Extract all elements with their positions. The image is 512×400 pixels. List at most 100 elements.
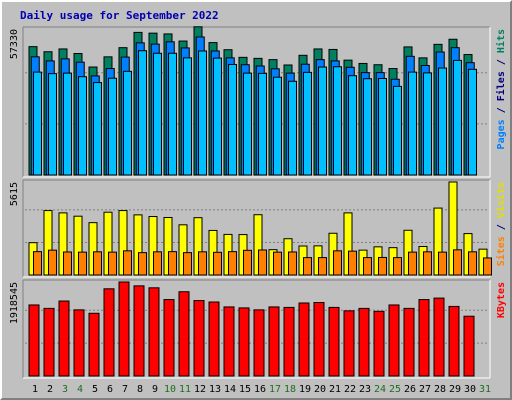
- panel-2-bar-sites-day-18: [288, 251, 297, 276]
- panel-3-bar-kbytes-day-20: [313, 302, 325, 377]
- panel-2-bar-sites-day-2: [48, 249, 57, 276]
- panel-3-bar-kbytes-day-14: [223, 306, 235, 377]
- x-tick-label-day-18: 18: [284, 384, 296, 395]
- panel-3-bar-kbytes-day-19: [298, 302, 310, 377]
- panel-3-bar-kbytes-day-18: [283, 306, 295, 377]
- panel-2-bar-sites-day-27: [423, 251, 432, 276]
- panel-3-bar-kbytes-day-30: [463, 315, 475, 377]
- panel-1-bar-pages-day-27: [423, 72, 432, 176]
- panel-3-bar-kbytes-day-28: [433, 297, 445, 377]
- panel-1-bar-pages-day-25: [393, 85, 402, 176]
- x-tick-label-day-25: 25: [389, 384, 401, 395]
- x-tick-label-day-9: 9: [152, 384, 158, 395]
- panel-3-bar-kbytes-day-23: [358, 307, 370, 377]
- panel-3-legend-item-0: KBytes: [496, 282, 507, 318]
- panel-3-bar-kbytes-day-15: [238, 307, 250, 377]
- x-tick-label-day-3: 3: [62, 384, 68, 395]
- panel-2-bar-sites-day-26: [408, 251, 417, 276]
- panel-2-bar-sites-day-23: [363, 257, 372, 276]
- panel-1-bar-pages-day-4: [78, 76, 87, 176]
- panel-2-bar-sites-day-20: [318, 257, 327, 276]
- panel-1-bar-pages-day-19: [303, 71, 312, 176]
- panel-3-bar-kbytes-day-29: [448, 305, 460, 377]
- panel-1-legend: Pages / Files / Hits: [495, 29, 507, 149]
- x-tick-label-day-24: 24: [374, 384, 386, 395]
- panel-2-bar-sites-day-25: [393, 257, 402, 276]
- x-tick-label-day-6: 6: [107, 384, 113, 395]
- panel-1-bar-pages-day-17: [273, 76, 282, 176]
- panel-1-bar-pages-day-22: [348, 75, 357, 176]
- x-tick-label-day-30: 30: [464, 384, 476, 395]
- panel-1-bar-pages-day-7: [123, 70, 132, 176]
- panel-1-bar-pages-day-10: [168, 52, 177, 176]
- x-tick-label-day-21: 21: [329, 384, 341, 395]
- panel-3-bar-kbytes-day-26: [403, 307, 415, 377]
- panel-1-legend-item-2: Files: [495, 71, 507, 101]
- x-tick-label-day-22: 22: [344, 384, 356, 395]
- panel-2-bar-sites-day-11: [183, 252, 192, 276]
- x-tick-label-day-1: 1: [32, 384, 38, 395]
- panel-2-bar-sites-day-30: [468, 251, 477, 276]
- panel-2-bar-sites-day-21: [333, 250, 342, 276]
- panel-3-bar-kbytes-day-12: [193, 300, 205, 377]
- panel-3-bar-kbytes-day-27: [418, 299, 430, 377]
- panel-3-bar-kbytes-day-16: [253, 309, 265, 377]
- panel-1-legend-item-4: Hits: [495, 29, 507, 53]
- x-tick-label-day-15: 15: [239, 384, 251, 395]
- panel-3-bar-kbytes-day-7: [118, 281, 130, 377]
- panel-1-bar-pages-day-14: [228, 63, 237, 176]
- panel-1-bar-pages-day-15: [243, 72, 252, 176]
- panel-3-legend: KBytes: [496, 282, 507, 318]
- panel-2-bar-sites-day-13: [213, 251, 222, 276]
- panel-2-legend-item-0: Sites: [495, 236, 507, 266]
- panel-1-bar-pages-day-11: [183, 57, 192, 176]
- x-tick-label-day-7: 7: [122, 384, 128, 395]
- panel-1-bar-pages-day-30: [468, 68, 477, 176]
- panel-2-bar-sites-day-8: [138, 252, 147, 276]
- x-tick-label-day-28: 28: [434, 384, 446, 395]
- panel-3-bar-kbytes-day-3: [58, 300, 70, 377]
- x-tick-label-day-17: 17: [269, 384, 281, 395]
- panel-2-legend-item-1: /: [496, 218, 507, 236]
- panel-2-bar-sites-day-6: [108, 251, 117, 276]
- panel-3-bar-kbytes-day-11: [178, 291, 190, 377]
- x-tick-label-day-13: 13: [209, 384, 221, 395]
- panel-2-bar-sites-day-17: [273, 251, 282, 276]
- panel-3-bar-kbytes-day-2: [43, 307, 55, 377]
- panel-2-bar-sites-day-28: [438, 251, 447, 276]
- panel-3-bar-kbytes-day-25: [388, 304, 400, 377]
- panel-3-bar-kbytes-day-6: [103, 288, 115, 377]
- panel-2-legend: Sites / Visits: [495, 182, 507, 266]
- panel-2-bar-sites-day-4: [78, 251, 87, 276]
- panel-2-bar-sites-day-7: [123, 250, 132, 276]
- panel-3-bar-kbytes-day-8: [133, 285, 145, 377]
- x-tick-label-day-16: 16: [254, 384, 266, 395]
- panel-1-legend-item-0: Pages: [496, 119, 507, 149]
- panel-2-bar-sites-day-22: [348, 250, 357, 276]
- panel-2-bar-sites-day-12: [198, 251, 207, 276]
- panel-1-bar-pages-day-9: [153, 52, 162, 176]
- x-tick-label-day-31: 31: [479, 384, 491, 395]
- x-tick-label-day-19: 19: [299, 384, 311, 395]
- panel-1-bar-pages-day-12: [198, 50, 207, 176]
- x-tick-label-day-20: 20: [314, 384, 326, 395]
- panel-3-bar-kbytes-day-5: [88, 312, 100, 377]
- panel-2-bar-sites-day-14: [228, 251, 237, 276]
- panel-1-bar-pages-day-20: [318, 66, 327, 176]
- x-tick-label-day-11: 11: [179, 384, 191, 395]
- panel-3-bar-kbytes-day-22: [343, 310, 355, 377]
- x-tick-label-day-8: 8: [137, 384, 143, 395]
- panel-3-bar-kbytes-day-4: [73, 309, 85, 377]
- panel-1-bar-pages-day-13: [213, 57, 222, 176]
- x-tick-label-day-23: 23: [359, 384, 371, 395]
- panel-3-bar-kbytes-day-1: [28, 304, 40, 377]
- panel-1-bar-pages-day-1: [33, 71, 42, 176]
- panel-1-bar-pages-day-21: [333, 66, 342, 176]
- x-tick-label-day-29: 29: [449, 384, 461, 395]
- panel-1-bar-pages-day-8: [138, 50, 147, 176]
- panel-2-bar-sites-day-19: [303, 257, 312, 276]
- panel-2-bar-sites-day-16: [258, 249, 267, 276]
- x-tick-label-day-27: 27: [419, 384, 431, 395]
- chart-title: Daily usage for September 2022: [20, 9, 219, 22]
